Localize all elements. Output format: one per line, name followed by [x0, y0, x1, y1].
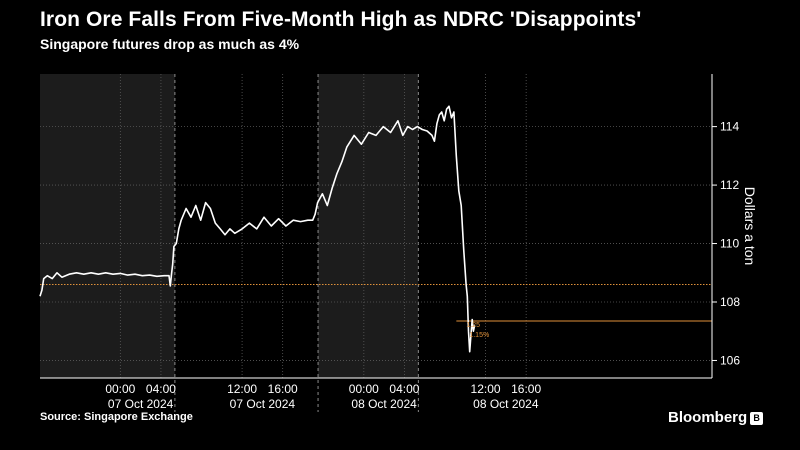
session-bands	[40, 74, 712, 378]
brand-badge-icon: B	[750, 412, 764, 425]
session-band	[40, 74, 175, 378]
x-tick-label: 00:00	[105, 382, 135, 396]
series-line	[39, 105, 476, 353]
session-band	[418, 74, 712, 378]
y-tick-label: 110	[720, 237, 739, 251]
x-tick-label: 12:00	[471, 382, 501, 396]
y-tick-label: 112	[720, 178, 739, 192]
price-series	[39, 105, 476, 353]
axes: 106 108 110 112 114 00:00 04:00 12:00 16:00 00:00…	[40, 74, 758, 411]
bloomberg-logo: Bloomberg B	[668, 409, 764, 426]
x-date-label: 08 Oct 2024	[351, 397, 417, 411]
y-axis-title: Dollars a ton	[742, 187, 758, 266]
source-note: Source: Singapore Exchange	[40, 411, 193, 423]
y-tick-label: 106	[720, 353, 740, 367]
chart-subtitle: Singapore futures drop as much as 4%	[40, 36, 300, 52]
y-tick-label: 108	[720, 295, 740, 309]
annotations: 1.25 1.15%	[466, 322, 489, 339]
x-date-label: 08 Oct 2024	[473, 397, 539, 411]
x-tick-label: 00:00	[349, 382, 379, 396]
brand-label: Bloomberg	[668, 409, 748, 426]
x-tick-label: 12:00	[227, 382, 257, 396]
session-band	[318, 74, 419, 378]
reference-lines	[40, 283, 712, 322]
x-tick-label: 04:00	[146, 382, 176, 396]
x-date-label: 07 Oct 2024	[230, 397, 296, 411]
gridlines	[40, 74, 712, 412]
x-tick-label: 16:00	[268, 382, 298, 396]
y-tick-label: 114	[720, 120, 739, 134]
annotation-label: 1.15%	[469, 332, 489, 339]
chart-title: Iron Ore Falls From Five-Month High as N…	[40, 8, 642, 31]
x-tick-label: 16:00	[511, 382, 541, 396]
x-date-label: 07 Oct 2024	[108, 397, 174, 411]
annotation-label: 1.25	[466, 322, 480, 329]
x-tick-label: 04:00	[389, 382, 419, 396]
